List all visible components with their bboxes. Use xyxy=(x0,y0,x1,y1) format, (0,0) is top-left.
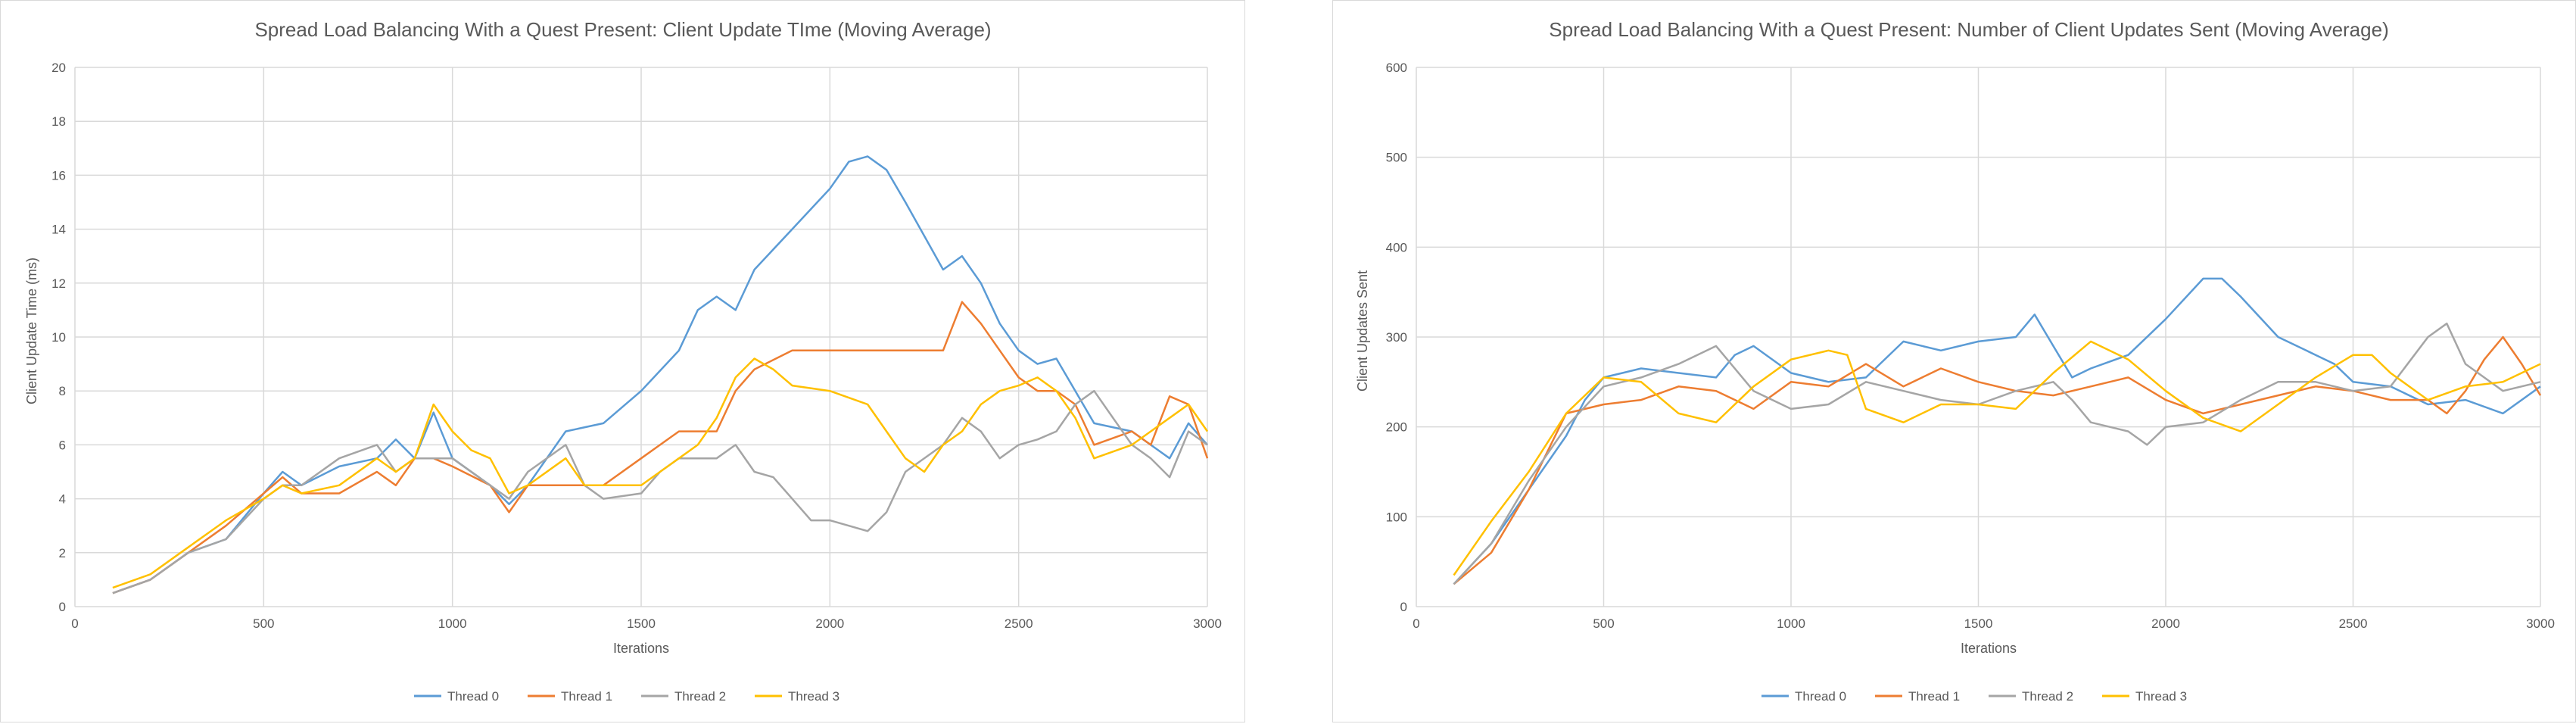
x-tick-label: 500 xyxy=(1593,616,1614,631)
y-tick-label: 600 xyxy=(1386,61,1407,75)
x-tick-label: 500 xyxy=(253,616,274,631)
legend-label: Thread 1 xyxy=(561,689,612,704)
y-tick-label: 0 xyxy=(59,600,66,614)
x-tick-label: 2500 xyxy=(2339,616,2368,631)
legend-label: Thread 3 xyxy=(2135,689,2187,704)
series-line-thread-0 xyxy=(1453,277,2541,585)
chart-panel-client-updates-sent: Spread Load Balancing With a Quest Prese… xyxy=(1332,0,2576,722)
x-tick-label: 3000 xyxy=(2526,616,2555,631)
chart-title: Spread Load Balancing With a Quest Prese… xyxy=(1549,18,2388,41)
y-tick-label: 300 xyxy=(1386,330,1407,345)
x-axis-title: Iterations xyxy=(1961,641,2017,656)
series-line-thread-2 xyxy=(1453,322,2541,585)
y-axis-title: Client Update Time (ms) xyxy=(24,257,39,404)
x-tick-label: 3000 xyxy=(1193,616,1222,631)
legend-label: Thread 3 xyxy=(788,689,839,704)
y-tick-label: 6 xyxy=(59,438,66,452)
x-axis-title: Iterations xyxy=(613,641,669,656)
y-tick-label: 18 xyxy=(51,114,66,129)
series-line-thread-1 xyxy=(112,301,1209,594)
x-tick-label: 0 xyxy=(71,616,78,631)
y-tick-label: 100 xyxy=(1386,510,1407,524)
y-axis-title: Client Updates Sent xyxy=(1355,270,1370,392)
chart-client-updates-sent: Spread Load Balancing With a Quest Prese… xyxy=(1355,18,2555,704)
series-line-thread-2 xyxy=(112,389,1208,594)
chart-title: Spread Load Balancing With a Quest Prese… xyxy=(254,18,991,41)
legend-label: Thread 2 xyxy=(674,689,726,704)
legend-label: Thread 2 xyxy=(2022,689,2073,704)
legend-label: Thread 0 xyxy=(447,689,499,704)
legend-label: Thread 0 xyxy=(1795,689,1846,704)
legend-label: Thread 1 xyxy=(1908,689,1960,704)
y-tick-label: 8 xyxy=(59,384,66,398)
y-tick-label: 10 xyxy=(51,330,66,345)
y-tick-label: 16 xyxy=(51,168,66,183)
y-tick-label: 400 xyxy=(1386,240,1407,254)
y-tick-label: 4 xyxy=(59,492,66,507)
series-line-thread-1 xyxy=(1453,335,2542,585)
x-tick-label: 2000 xyxy=(815,616,844,631)
y-tick-label: 200 xyxy=(1386,420,1407,435)
series-line-thread-0 xyxy=(112,155,1208,594)
y-tick-label: 12 xyxy=(51,276,66,291)
x-tick-label: 2500 xyxy=(1005,616,1033,631)
x-tick-label: 2000 xyxy=(2151,616,2180,631)
chart-panel-client-update-time: Spread Load Balancing With a Quest Prese… xyxy=(0,0,1245,722)
chart-client-update-time: Spread Load Balancing With a Quest Prese… xyxy=(24,18,1222,704)
x-tick-label: 1000 xyxy=(438,616,467,631)
x-tick-label: 1500 xyxy=(627,616,656,631)
series-line-thread-3 xyxy=(112,357,1209,589)
x-tick-label: 0 xyxy=(1413,616,1419,631)
y-tick-label: 20 xyxy=(51,61,66,75)
y-tick-label: 0 xyxy=(1400,600,1407,614)
y-tick-label: 500 xyxy=(1386,151,1407,165)
y-tick-label: 14 xyxy=(51,223,66,237)
y-tick-label: 2 xyxy=(59,546,66,560)
series-line-thread-3 xyxy=(1453,340,2541,576)
x-tick-label: 1000 xyxy=(1777,616,1805,631)
x-tick-label: 1500 xyxy=(1964,616,1993,631)
